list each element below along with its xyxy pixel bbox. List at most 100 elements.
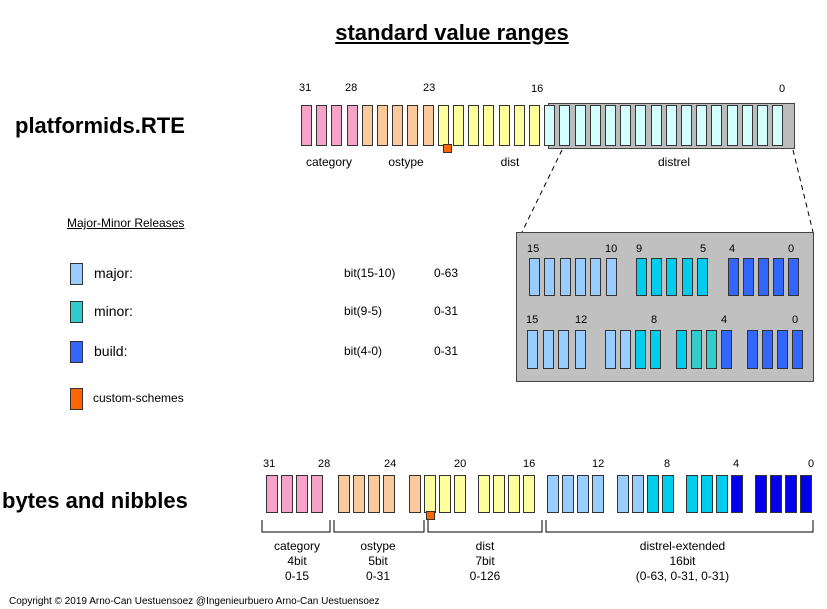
bit-cell-2 (742, 105, 753, 146)
platformids-heading: platformids.RTE (15, 113, 185, 138)
group-category-name: category (273, 539, 321, 553)
detail-row1-cell-1 (544, 258, 555, 296)
bit-label-28: 28 (345, 82, 358, 94)
detail-row2-cell-8 (676, 330, 687, 369)
page-title: standard value ranges (335, 20, 569, 45)
byte-cell-31 (266, 475, 278, 513)
legend-heading: Major-Minor Releases (67, 216, 185, 230)
detail-row2-cell-15 (792, 330, 803, 369)
byte-cell-20 (454, 475, 466, 513)
bytes-bit-label-28: 28 (318, 458, 331, 470)
legend-label-custom: custom-schemes (93, 391, 184, 405)
byte-cell-4 (731, 475, 743, 513)
bytes-bit-label-31: 31 (263, 458, 276, 470)
bracket-distrel (545, 520, 814, 533)
group-ostype-name: ostype (360, 539, 396, 553)
group-distrel-extended: distrel-extended 16bit (0-63, 0-31, 0-31… (600, 539, 765, 584)
detail-row1-cell-11 (728, 258, 739, 296)
byte-cell-7 (686, 475, 698, 513)
bit-label-0: 0 (779, 83, 786, 95)
detail-row1-cell-15 (788, 258, 799, 296)
byte-cell-2 (770, 475, 782, 513)
custom-swatch-icon (70, 388, 83, 410)
bit-cell-21 (453, 105, 464, 146)
copyright: Copyright © 2019 Arno-Can Uestuensoez @I… (9, 596, 380, 607)
byte-cell-18 (493, 475, 505, 513)
legend-label-minor: minor: (94, 303, 133, 319)
bracket-category (261, 520, 331, 533)
detail-row1-cell-3 (575, 258, 586, 296)
legend-bits-build: bit(4-0) (344, 344, 383, 358)
bytes-bit-label-16: 16 (523, 458, 536, 470)
bit-cell-10 (620, 105, 631, 146)
legend-bits-minor: bit(9-5) (344, 304, 383, 318)
detail-row1-label-2: 9 (636, 243, 642, 255)
byte-cell-29 (296, 475, 308, 513)
detail-row1-cell-7 (651, 258, 662, 296)
bit-cell-0 (772, 105, 783, 146)
minor-swatch-icon (70, 301, 83, 323)
bit-cell-24 (407, 105, 418, 146)
detail-row2-cell-13 (762, 330, 773, 369)
group-dist-range: 0-126 (469, 569, 501, 583)
detail-row2-cell-11 (721, 330, 732, 369)
bracket-dist (427, 520, 543, 533)
detail-row2-cell-14 (777, 330, 788, 369)
byte-cell-19 (478, 475, 490, 513)
detail-row2-label-3: 4 (721, 314, 727, 326)
group-distrel-range: (0-63, 0-31, 0-31) (635, 569, 730, 583)
detail-row2-label-0: 15 (526, 314, 538, 326)
detail-row2-cell-7 (650, 330, 661, 369)
custom-marker (443, 144, 452, 153)
detail-row2-label-2: 8 (651, 314, 657, 326)
byte-cell-11 (617, 475, 629, 513)
detail-row2-cell-10 (706, 330, 717, 369)
detail-row2-cell-4 (605, 330, 616, 369)
bit-cell-22 (438, 105, 449, 146)
byte-cell-6 (701, 475, 713, 513)
legend-range-build: 0-31 (434, 344, 459, 358)
byte-cell-22 (424, 475, 436, 513)
bit-label-23: 23 (423, 82, 436, 94)
legend-range-minor: 0-31 (434, 304, 459, 318)
detail-row2-cell-3 (575, 330, 586, 369)
byte-cell-15 (547, 475, 559, 513)
bit-cell-16 (529, 105, 540, 146)
byte-cell-16 (523, 475, 535, 513)
detail-row1-cell-10 (697, 258, 708, 296)
byte-cell-13 (577, 475, 589, 513)
bit-cell-17 (514, 105, 525, 146)
bit-cell-11 (605, 105, 616, 146)
bit-cell-18 (499, 105, 510, 146)
bytes-bit-label-12: 12 (592, 458, 605, 470)
detail-row2-cell-1 (543, 330, 554, 369)
byte-cell-14 (562, 475, 574, 513)
bytes-bit-label-8: 8 (664, 458, 671, 470)
group-dist-size: 7bit (475, 554, 495, 568)
detail-row1-cell-12 (743, 258, 754, 296)
field-label-distrel: distrel (657, 155, 690, 169)
group-distrel-size: 16bit (669, 554, 696, 568)
byte-cell-21 (439, 475, 451, 513)
build-swatch-icon (70, 341, 83, 363)
byte-cell-25 (368, 475, 380, 513)
bit-cell-30 (316, 105, 327, 146)
detail-row2-label-4: 0 (792, 314, 798, 326)
bit-cell-27 (362, 105, 373, 146)
field-label-dist: dist (500, 155, 520, 169)
bytes-heading: bytes and nibbles (2, 488, 188, 513)
group-dist-name: dist (475, 539, 495, 553)
bit-cell-23 (423, 105, 434, 146)
group-category-size: 4bit (287, 554, 307, 568)
detail-row1-label-5: 0 (788, 243, 794, 255)
byte-cell-5 (716, 475, 728, 513)
zoom-line-left (521, 149, 563, 233)
detail-row1-label-3: 5 (700, 243, 706, 255)
byte-cell-1 (785, 475, 797, 513)
bit-cell-12 (590, 105, 601, 146)
bit-cell-3 (727, 105, 738, 146)
detail-row1-cell-0 (529, 258, 540, 296)
detail-row1-label-4: 4 (729, 243, 735, 255)
bit-cell-26 (377, 105, 388, 146)
